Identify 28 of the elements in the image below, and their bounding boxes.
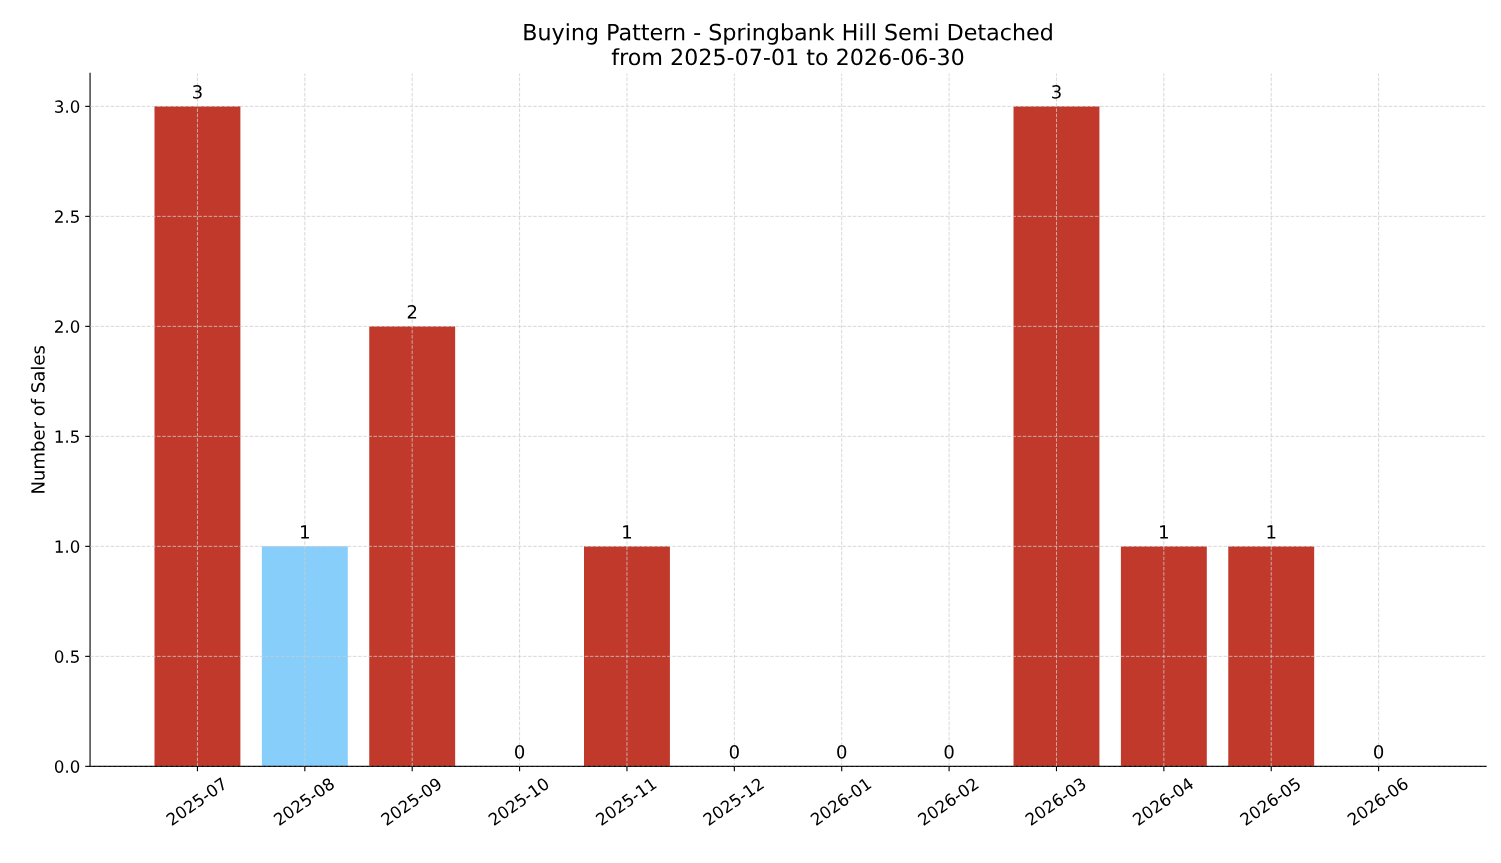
y-tick-label: 2.5 bbox=[55, 210, 79, 223]
data-label: 0 bbox=[515, 745, 525, 759]
bar bbox=[261, 546, 348, 767]
y-tick-label: 1.5 bbox=[55, 430, 79, 443]
y-tick-label: 3.0 bbox=[55, 100, 80, 113]
bar bbox=[1013, 106, 1100, 767]
data-label: 1 bbox=[1160, 525, 1168, 539]
bar bbox=[1120, 546, 1207, 767]
y-axis-title: Number of Sales bbox=[30, 346, 45, 493]
data-label: 3 bbox=[193, 85, 202, 99]
data-label: 0 bbox=[729, 745, 739, 759]
data-label: 2 bbox=[407, 305, 417, 319]
bar bbox=[369, 326, 456, 767]
chart-title: Buying Pattern - Springbank Hill Semi Detached from 2025-07-01 to 2026-06-30 bbox=[524, 23, 1052, 66]
data-label: 1 bbox=[623, 525, 632, 539]
data-label: 3 bbox=[1052, 85, 1061, 99]
bar bbox=[584, 546, 670, 767]
data-label: 1 bbox=[1267, 525, 1276, 539]
data-label: 1 bbox=[301, 525, 309, 539]
y-tick-label: 0.0 bbox=[54, 760, 80, 773]
y-tick-label: 2.0 bbox=[55, 320, 80, 333]
y-tick-label: 0.5 bbox=[54, 650, 79, 663]
data-label: 0 bbox=[1374, 745, 1384, 759]
data-label: 0 bbox=[837, 745, 847, 759]
data-label: 0 bbox=[944, 745, 954, 759]
y-tick-label: 1.0 bbox=[55, 540, 80, 553]
bar bbox=[154, 106, 241, 767]
bar bbox=[1228, 546, 1315, 767]
